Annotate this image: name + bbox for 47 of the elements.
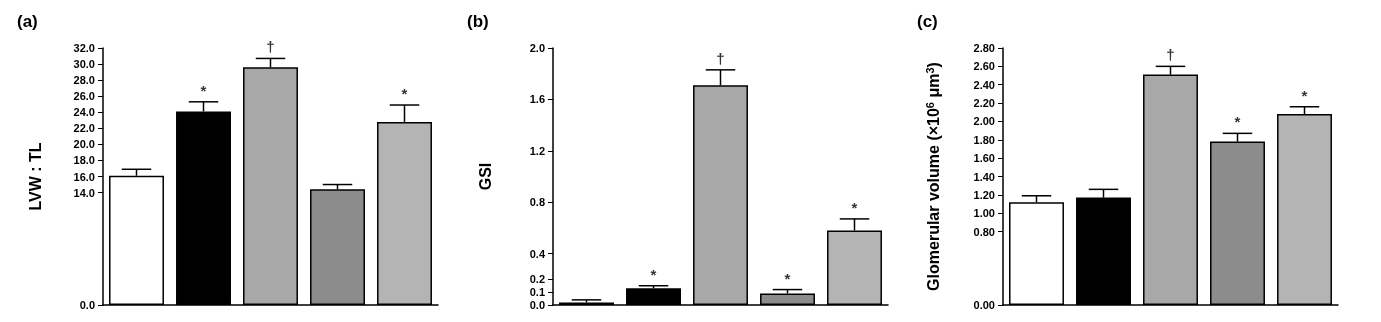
data-label: * [1234, 113, 1241, 131]
y-tick-label: 2.0 [529, 42, 545, 54]
y-tick-label: 16.0 [73, 170, 95, 183]
y-axis-title: Glomerular volume (×106 μm3) [923, 62, 942, 291]
y-tick-label: 32.0 [73, 42, 95, 54]
chart-title: (c) [917, 12, 938, 31]
y-tick-label: 0.4 [529, 247, 546, 260]
y-tick-label: 0.80 [973, 225, 995, 238]
y-tick-label: 0.8 [529, 196, 545, 209]
y-tick-label: 1.20 [973, 188, 995, 201]
data-label: * [1301, 86, 1308, 104]
y-tick-label: 1.80 [973, 133, 995, 146]
y-axis-title: GSI [476, 162, 494, 191]
data-label: * [650, 265, 657, 283]
data-label: * [851, 198, 858, 216]
y-tick-label: 28.0 [73, 74, 95, 87]
y-tick-label: 2.00 [973, 115, 995, 128]
y-tick-label: 1.60 [973, 152, 995, 165]
data-label: * [401, 85, 408, 103]
y-tick-label: 0.1 [529, 286, 545, 299]
y-tick-label: 0.0 [79, 299, 95, 311]
y-tick-label: 0.2 [529, 273, 545, 286]
data-label: † [266, 38, 275, 56]
data-label: * [200, 81, 207, 99]
y-tick-label: 22.0 [73, 122, 95, 135]
y-tick-label: 2.40 [973, 78, 995, 91]
y-tick-label: 26.0 [73, 90, 95, 103]
chart-title: (a) [17, 12, 38, 31]
chart-title: (b) [467, 12, 489, 31]
y-tick-label: 2.20 [973, 97, 995, 110]
y-tick-label: 14.0 [73, 186, 95, 199]
data-label: † [1166, 46, 1175, 64]
y-tick-label: 1.2 [529, 144, 545, 157]
y-tick-label: 2.80 [973, 42, 995, 54]
y-tick-label: 18.0 [73, 154, 95, 167]
y-tick-label: 20.0 [73, 138, 95, 151]
y-tick-label: 30.0 [73, 58, 95, 71]
y-tick-label: 0.00 [973, 299, 995, 311]
data-label: * [784, 269, 791, 287]
data-label: † [716, 49, 725, 67]
y-tick-label: 1.6 [529, 93, 545, 106]
y-tick-label: 0.0 [529, 299, 545, 311]
y-tick-label: 2.60 [973, 60, 995, 73]
y-tick-label: 1.40 [973, 170, 995, 183]
y-tick-label: 24.0 [73, 106, 95, 119]
y-tick-label: 1.00 [973, 207, 995, 220]
y-axis-title: LVW : TL [26, 142, 44, 211]
